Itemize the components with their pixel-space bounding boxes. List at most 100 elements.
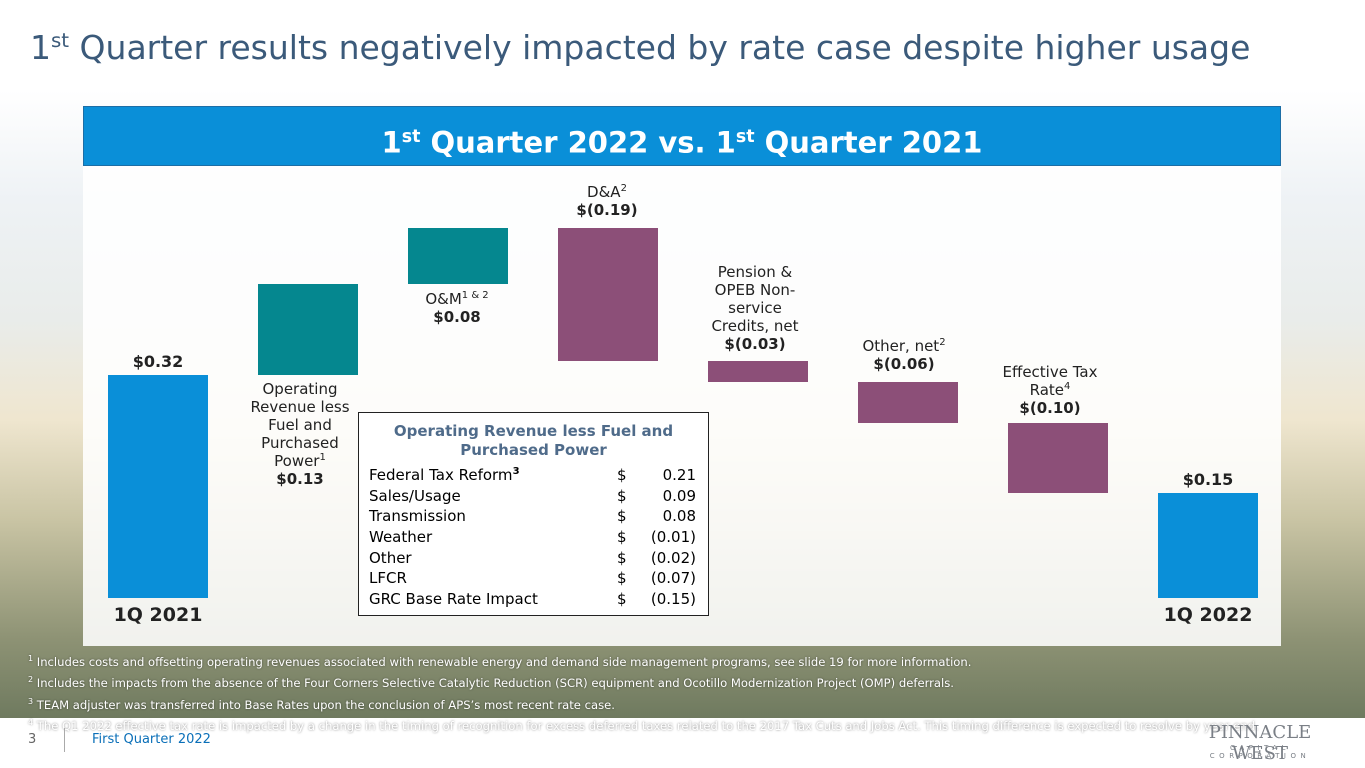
chart: $0.32 1Q 2021 Operating Revenue less Fuel … bbox=[108, 183, 1258, 626]
row-label: Sales/Usage bbox=[369, 487, 461, 505]
footnote: 4 The Q1 2022 effective tax rate is impa… bbox=[28, 714, 1259, 735]
row-value: (0.07) bbox=[650, 569, 696, 588]
row-value: (0.15) bbox=[650, 590, 696, 609]
bar bbox=[1158, 493, 1258, 598]
row-currency: $ bbox=[617, 486, 627, 505]
table-row: Sales/Usage $0.09 bbox=[359, 487, 708, 508]
separator bbox=[64, 728, 65, 752]
category-label: Other, net2 bbox=[849, 337, 959, 355]
table-row: Weather $ (0.01) bbox=[359, 528, 708, 549]
text-part: Quarter results negatively impacted by r… bbox=[69, 28, 1251, 67]
footnote-text: The Q1 2022 effective tax rate is impact… bbox=[36, 718, 1259, 733]
text-part: 1 bbox=[381, 125, 402, 160]
value-label: $(0.03) bbox=[724, 335, 786, 353]
bar-label: Operating Revenue less Fuel and Purchase… bbox=[250, 380, 350, 488]
row-currency: $ bbox=[617, 548, 627, 567]
logo: PINNACLE WEST bbox=[1208, 722, 1312, 764]
category-note: 1 & 2 bbox=[461, 290, 489, 301]
text-part: st bbox=[51, 29, 70, 52]
footer-text: First Quarter 2022 bbox=[92, 732, 211, 747]
row-label: Federal Tax Reform3 bbox=[369, 466, 520, 484]
category-note: 4 bbox=[1064, 381, 1071, 392]
footnote: 1 Includes costs and offsetting operatin… bbox=[28, 650, 1259, 671]
text-part: Quarter 2021 bbox=[754, 125, 983, 160]
row-value: (0.02) bbox=[650, 548, 696, 567]
row-currency: $ bbox=[617, 528, 627, 547]
row-label: Other bbox=[369, 549, 412, 567]
category-label: Pension & OPEB Non-service Credits, net bbox=[700, 263, 810, 335]
row-currency: $ bbox=[617, 466, 627, 484]
row-note: 3 bbox=[512, 466, 520, 477]
row-label-text: Federal Tax Reform bbox=[369, 466, 513, 484]
row-value: 0.08 bbox=[662, 507, 696, 526]
row-label: GRC Base Rate Impact bbox=[369, 590, 538, 608]
bar bbox=[558, 228, 658, 361]
row-value: (0.01) bbox=[650, 528, 696, 547]
category-note: 1 bbox=[319, 452, 326, 463]
category-label: 1Q 2022 bbox=[1163, 604, 1253, 626]
bar-label: Effective Tax Rate4 $(0.10) bbox=[1003, 363, 1098, 417]
bar bbox=[858, 381, 958, 424]
row-value: 0.21 bbox=[662, 466, 696, 484]
category-text: Effective Tax Rate bbox=[1002, 363, 1098, 399]
row-label-text: Weather bbox=[369, 528, 433, 547]
table-row: Transmission $0.08 bbox=[359, 507, 708, 528]
footnote-text: TEAM adjuster was transferred into Base … bbox=[36, 697, 615, 712]
category-note: 2 bbox=[620, 183, 627, 194]
footnote-text: Includes costs and offsetting operating … bbox=[36, 654, 972, 669]
value-label: $0.13 bbox=[276, 470, 324, 488]
bar-label: O&M1 & 2 $0.08 bbox=[402, 290, 512, 326]
text-part: st bbox=[401, 127, 421, 147]
table-rows: Federal Tax Reform3 $0.21 Sales/Usage $0.09… bbox=[359, 466, 708, 611]
breakdown-table: Operating Revenue less Fuel and Purchase… bbox=[358, 412, 709, 616]
row-label: LFCR bbox=[369, 569, 407, 587]
value-label: $(0.19) bbox=[576, 201, 638, 219]
row-label-text: Transmission bbox=[369, 507, 466, 526]
text-part: 1 bbox=[30, 28, 51, 67]
category-note: 2 bbox=[939, 337, 946, 348]
table-row: LFCR $ (0.07) bbox=[359, 569, 708, 590]
row-currency: $ bbox=[617, 569, 627, 588]
row-label: Weather bbox=[369, 528, 432, 546]
category-label: Effective Tax Rate4 bbox=[1003, 363, 1098, 399]
bar bbox=[258, 283, 358, 375]
value-label: $0.32 bbox=[132, 351, 184, 371]
table-row: Other $ (0.02) bbox=[359, 549, 708, 570]
category-label: O&M1 & 2 bbox=[402, 290, 512, 308]
value-label: $(0.06) bbox=[873, 355, 935, 373]
row-label-text: Sales/Usage bbox=[369, 486, 461, 505]
footnote-mark: 1 bbox=[28, 654, 34, 663]
footnote-mark: 4 bbox=[28, 718, 34, 728]
value-label: $(0.10) bbox=[1019, 399, 1081, 417]
footnote: 2 Includes the impacts from the absence … bbox=[28, 671, 1259, 692]
page-number: 3 bbox=[28, 732, 37, 747]
bar bbox=[1008, 423, 1108, 494]
category-text: Pension & OPEB Non-service Credits, net bbox=[711, 263, 799, 335]
slide-title: 1st Quarter results negatively impacted … bbox=[30, 28, 1250, 67]
row-label-text: Other bbox=[369, 548, 412, 567]
table-row: Federal Tax Reform3 $0.21 bbox=[359, 466, 708, 487]
bar bbox=[708, 360, 808, 382]
category-text: D&A bbox=[587, 183, 621, 201]
bar bbox=[108, 374, 208, 598]
row-currency: $ bbox=[617, 507, 627, 526]
logo-sub: CAPITAL CORPORATION bbox=[1209, 744, 1311, 760]
value-label: $0.15 bbox=[1182, 470, 1234, 490]
row-label: Transmission bbox=[369, 507, 466, 525]
row-currency: $ bbox=[617, 590, 627, 609]
chart-header: 1st Quarter 2022 vs. 1st Quarter 2021 bbox=[83, 106, 1281, 166]
category-label: 1Q 2021 bbox=[113, 604, 203, 626]
value-label: $0.08 bbox=[433, 308, 481, 326]
bar-label: D&A2 $(0.19) bbox=[552, 183, 662, 219]
row-value: 0.09 bbox=[662, 486, 696, 505]
text-part: Quarter 2022 vs. 1 bbox=[420, 125, 736, 160]
bar bbox=[408, 228, 508, 284]
footnote-mark: 3 bbox=[28, 696, 34, 706]
row-label-text: GRC Base Rate Impact bbox=[369, 590, 538, 609]
category-label: D&A2 bbox=[552, 183, 662, 201]
footnote-mark: 2 bbox=[28, 675, 34, 685]
row-label-text: LFCR bbox=[369, 569, 407, 588]
category-text: Operating Revenue less Fuel and Purchase… bbox=[250, 380, 350, 470]
bar-label: Other, net2 $(0.06) bbox=[849, 337, 959, 373]
